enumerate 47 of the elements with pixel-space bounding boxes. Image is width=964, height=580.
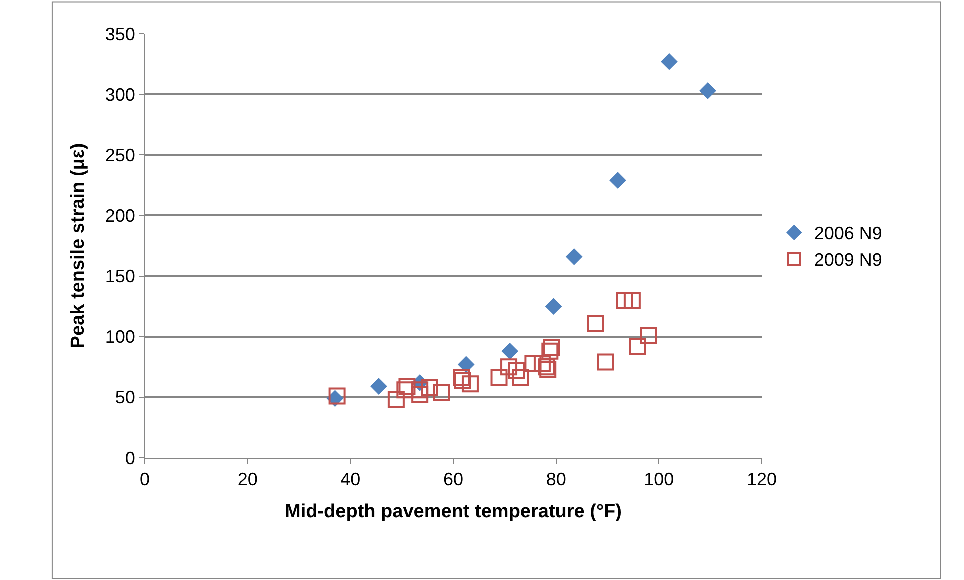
- point: [412, 382, 429, 399]
- point: [502, 342, 519, 360]
- point: [396, 382, 414, 399]
- legend-label: 2009 N9: [814, 250, 882, 270]
- point: [545, 298, 562, 316]
- y-tick-label: 100: [105, 327, 136, 348]
- point: [629, 338, 646, 356]
- point: [587, 315, 604, 332]
- point: [458, 356, 475, 374]
- point: [398, 378, 416, 396]
- x-tick-label: 20: [238, 470, 258, 490]
- y-tick-label: 150: [105, 266, 136, 287]
- point: [610, 172, 626, 190]
- point: [566, 248, 583, 266]
- point: [508, 362, 526, 380]
- x-tick-label: 80: [546, 470, 566, 490]
- point: [661, 53, 678, 70]
- point: [700, 82, 716, 100]
- y-tick-label: 0: [125, 448, 136, 468]
- point: [597, 354, 614, 371]
- point: [490, 370, 508, 387]
- point: [543, 339, 560, 356]
- x-tick-label: 100: [644, 470, 674, 490]
- y-tick-label: 250: [105, 145, 136, 166]
- point: [412, 386, 429, 404]
- point: [640, 327, 658, 344]
- point: [616, 292, 634, 310]
- point: [370, 378, 388, 395]
- point: [624, 292, 641, 310]
- y-tick-label: 350: [105, 24, 136, 44]
- x-axis-title: Mid-depth pavement temperature (°F): [285, 501, 622, 522]
- point: [512, 370, 530, 387]
- point: [462, 376, 479, 393]
- point: [542, 342, 559, 360]
- y-tick-label: 50: [115, 388, 136, 408]
- x-tick-label: 0: [140, 470, 150, 490]
- x-tick-label: 60: [443, 470, 464, 490]
- point: [388, 391, 405, 408]
- y-tick-label: 300: [105, 84, 136, 105]
- point: [433, 384, 450, 402]
- point: [500, 358, 518, 376]
- x-tick-label: 120: [746, 470, 778, 490]
- legend-label: 2006 N9: [814, 224, 882, 244]
- point: [421, 379, 438, 396]
- x-tick-label: 40: [340, 470, 361, 490]
- y-axis-title: Peak tensile strain (με): [68, 143, 90, 349]
- y-tick-label: 200: [105, 206, 136, 226]
